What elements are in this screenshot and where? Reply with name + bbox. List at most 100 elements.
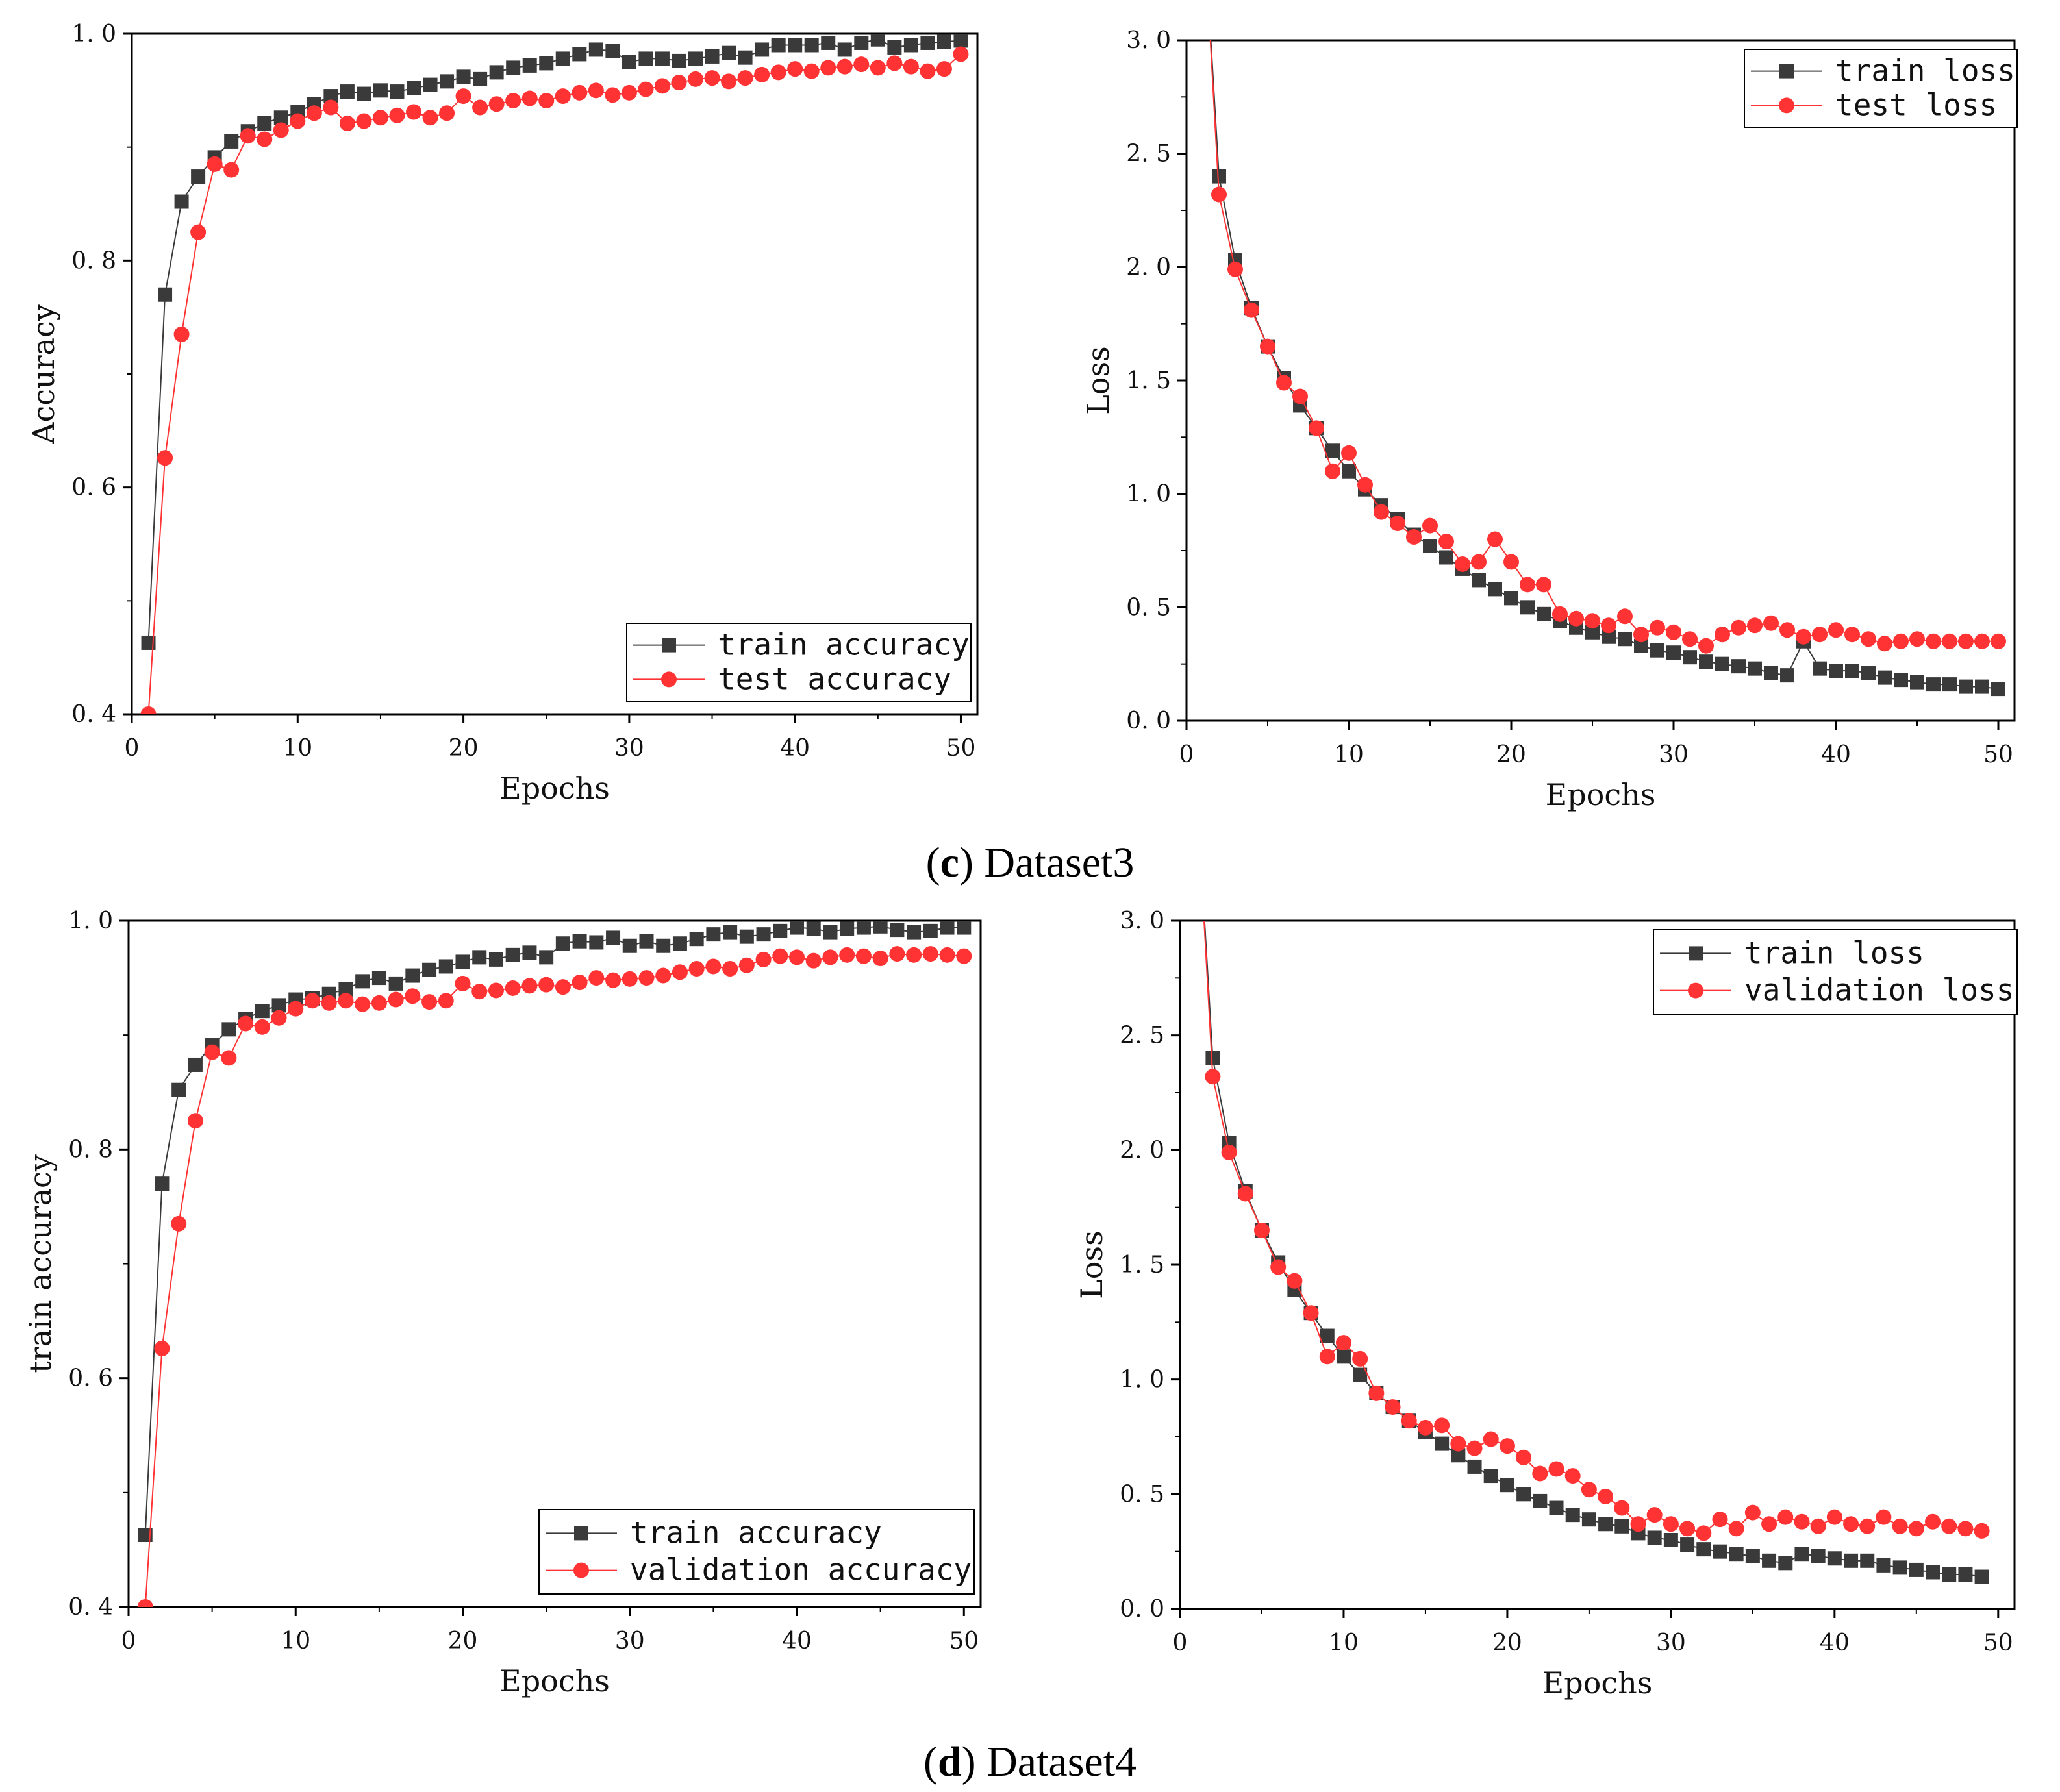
data-point-test xyxy=(772,948,788,964)
data-point-train xyxy=(506,60,521,75)
data-point-test xyxy=(1974,633,1990,649)
data-point-test xyxy=(1942,633,1957,649)
data-point-train xyxy=(887,40,902,55)
data-point-train xyxy=(940,921,955,935)
data-point-train xyxy=(191,169,206,184)
data-point-test xyxy=(1221,1144,1237,1160)
data-point-train xyxy=(953,34,968,48)
data-point-train xyxy=(806,921,821,936)
data-point-test xyxy=(770,64,786,81)
data-point-test xyxy=(1357,477,1373,493)
data-point-test xyxy=(1487,531,1503,547)
data-point-train xyxy=(1663,1533,1678,1547)
data-point-test xyxy=(1877,636,1892,652)
data-point-train xyxy=(589,935,604,950)
data-point-test xyxy=(1205,1069,1221,1085)
y-tick-label: 2. 5 xyxy=(1126,141,1171,168)
data-point-train xyxy=(1959,679,1973,694)
data-point-train xyxy=(1811,1549,1826,1563)
data-point-test xyxy=(157,450,173,466)
data-point-train xyxy=(1958,1567,1973,1582)
data-point-test xyxy=(1859,1518,1876,1534)
data-point-test xyxy=(1406,529,1422,545)
data-point-train xyxy=(155,1176,170,1191)
data-point-train xyxy=(488,952,503,967)
data-point-test xyxy=(238,1015,254,1032)
data-point-test xyxy=(190,224,207,240)
data-point-test xyxy=(755,951,772,967)
data-point-test xyxy=(1455,556,1470,572)
data-point-test xyxy=(471,984,488,1000)
legend-marker-square xyxy=(1689,946,1703,961)
data-point-train xyxy=(1909,1562,1924,1577)
data-point-test xyxy=(1826,1509,1842,1525)
data-point-test xyxy=(472,99,488,116)
data-point-test xyxy=(1812,627,1828,643)
data-point-test xyxy=(1244,302,1259,318)
data-point-test xyxy=(1211,186,1227,203)
data-point-test xyxy=(1499,1438,1515,1454)
data-point-test xyxy=(1598,1488,1614,1504)
data-point-test xyxy=(372,110,388,126)
x-tick-label: 0 xyxy=(121,1628,136,1654)
data-point-test xyxy=(1385,1399,1401,1415)
data-point-train xyxy=(1813,661,1827,676)
plot-frame xyxy=(1185,39,2016,722)
data-point-test xyxy=(889,946,905,962)
data-point-test xyxy=(1341,445,1357,461)
data-point-train xyxy=(689,932,704,947)
data-point-train xyxy=(1827,1551,1842,1566)
legend-label: train accuracy xyxy=(630,1515,882,1550)
data-point-train xyxy=(1336,1349,1351,1364)
y-tick-label: 1. 5 xyxy=(1126,367,1171,394)
y-tick-label: 0. 5 xyxy=(1120,1481,1164,1508)
data-point-train xyxy=(355,974,370,989)
data-point-test xyxy=(638,970,655,986)
data-point-test xyxy=(1450,1436,1466,1452)
data-point-test xyxy=(1617,608,1633,625)
data-point-test xyxy=(521,90,538,106)
data-point-train xyxy=(1780,668,1794,683)
x-axis-label: Epochs xyxy=(1542,1665,1653,1700)
data-point-train xyxy=(1325,443,1340,458)
data-point-train xyxy=(706,927,721,942)
x-tick-label: 0 xyxy=(125,735,140,762)
data-point-test xyxy=(173,326,190,342)
data-point-train xyxy=(1516,1487,1531,1502)
data-point-test xyxy=(187,1113,203,1129)
x-tick-label: 20 xyxy=(1496,741,1526,768)
data-point-train xyxy=(522,58,537,73)
data-point-test xyxy=(1614,1500,1630,1516)
y-tick-label: 1. 0 xyxy=(1120,1367,1164,1393)
data-point-train xyxy=(639,934,654,949)
data-point-train xyxy=(840,921,855,936)
data-point-test xyxy=(1679,1521,1696,1537)
data-point-test xyxy=(1438,534,1454,550)
data-point-train xyxy=(1647,1530,1662,1545)
data-point-train xyxy=(188,1057,203,1072)
data-point-train xyxy=(1715,656,1729,671)
data-point-test xyxy=(1260,338,1275,355)
data-point-train xyxy=(936,34,951,49)
legend-marker-square xyxy=(662,638,676,653)
data-point-train xyxy=(489,65,504,80)
data-point-test xyxy=(339,115,355,131)
data-point-test xyxy=(638,81,654,97)
x-tick-label: 50 xyxy=(1983,1630,2013,1656)
data-point-train xyxy=(1614,1519,1629,1534)
data-point-train xyxy=(788,38,803,53)
data-point-test xyxy=(1991,633,2006,649)
data-point-test xyxy=(1698,638,1714,654)
x-tick-label: 50 xyxy=(1983,741,2013,768)
x-tick-label: 30 xyxy=(1656,1630,1686,1656)
data-point-train xyxy=(1533,1493,1548,1508)
data-point-train xyxy=(505,947,520,962)
data-point-test xyxy=(240,128,256,144)
data-point-test xyxy=(355,996,371,1012)
data-point-test xyxy=(338,993,354,1009)
data-point-test xyxy=(221,1050,237,1066)
data-point-test xyxy=(1715,627,1730,643)
y-tick-label: 1. 5 xyxy=(1120,1252,1164,1278)
data-point-train xyxy=(1435,1436,1450,1451)
